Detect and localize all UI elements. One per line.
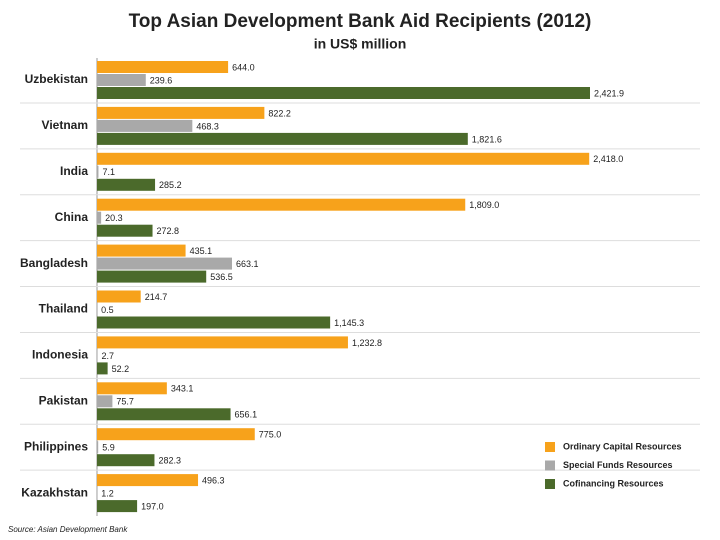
- bar: [97, 362, 108, 375]
- bar: [97, 244, 186, 257]
- value-label: 775.0: [259, 430, 282, 440]
- legend-swatch: [545, 442, 555, 452]
- value-label: 496.3: [202, 475, 225, 485]
- value-label: 2.7: [102, 351, 115, 361]
- bar: [97, 395, 113, 408]
- bar: [97, 474, 199, 487]
- value-label: 239.6: [150, 75, 173, 85]
- bar: [97, 500, 138, 513]
- legend-label: Ordinary Capital Resources: [563, 441, 682, 451]
- value-label: 2,418.0: [593, 154, 623, 164]
- chart-title: Top Asian Development Bank Aid Recipient…: [129, 11, 592, 32]
- value-label: 75.7: [116, 397, 134, 407]
- category-label: China: [55, 210, 89, 224]
- bar: [97, 336, 348, 349]
- bar: [97, 87, 590, 99]
- value-label: 1,821.6: [472, 134, 502, 144]
- value-label: 1,809.0: [469, 200, 499, 210]
- category-label: Uzbekistan: [25, 72, 88, 86]
- bar: [97, 211, 102, 224]
- bar: [97, 257, 232, 270]
- legend-swatch: [545, 460, 555, 471]
- value-label: 644.0: [232, 62, 255, 72]
- bar: [97, 270, 207, 283]
- value-label: 468.3: [196, 121, 219, 131]
- bar: [97, 165, 99, 178]
- bar: [97, 408, 231, 421]
- value-label: 272.8: [157, 226, 180, 236]
- value-label: 343.1: [171, 384, 194, 394]
- value-label: 197.0: [141, 501, 164, 511]
- category-label: Kazakhstan: [21, 485, 88, 499]
- value-label: 0.5: [101, 305, 114, 315]
- value-label: 822.2: [268, 108, 291, 118]
- bar: [97, 178, 156, 191]
- category-label: Thailand: [39, 302, 88, 316]
- legend-label: Special Funds Resources: [563, 460, 673, 470]
- legend-label: Cofinancing Resources: [563, 478, 664, 488]
- value-label: 20.3: [105, 213, 123, 223]
- bar: [97, 132, 468, 145]
- value-label: 5.9: [102, 443, 115, 453]
- bar: [97, 290, 141, 303]
- value-label: 7.1: [102, 167, 115, 177]
- bar: [97, 316, 331, 329]
- category-label: India: [60, 164, 88, 178]
- bar: [97, 106, 265, 119]
- value-label: 663.1: [236, 259, 259, 269]
- bar: [97, 61, 229, 73]
- value-label: 536.5: [210, 272, 233, 282]
- value-label: 1.2: [101, 488, 114, 498]
- category-label: Indonesia: [32, 348, 88, 362]
- value-label: 214.7: [145, 292, 168, 302]
- value-label: 1,145.3: [334, 318, 364, 328]
- value-label: 435.1: [190, 246, 213, 256]
- bar: [97, 349, 98, 362]
- value-label: 52.2: [112, 364, 130, 374]
- value-label: 285.2: [159, 180, 182, 190]
- bar: [97, 441, 99, 454]
- legend-swatch: [545, 479, 555, 489]
- category-label: Bangladesh: [20, 256, 88, 270]
- chart-subtitle: in US$ million: [314, 36, 407, 52]
- category-label: Philippines: [24, 439, 88, 453]
- bar: [97, 454, 155, 467]
- value-label: 2,421.9: [594, 88, 624, 98]
- bar: [97, 224, 153, 237]
- value-label: 656.1: [235, 410, 258, 420]
- source: Source: Asian Development Bank: [8, 525, 128, 534]
- bar: [97, 428, 255, 441]
- category-label: Vietnam: [42, 118, 88, 132]
- value-label: 282.3: [158, 456, 181, 466]
- category-label: Pakistan: [39, 393, 88, 407]
- value-label: 1,232.8: [352, 338, 382, 348]
- bar: [97, 382, 167, 395]
- bar: [97, 152, 590, 165]
- bar: [97, 198, 466, 211]
- bar: [97, 119, 193, 132]
- bar: [97, 74, 146, 86]
